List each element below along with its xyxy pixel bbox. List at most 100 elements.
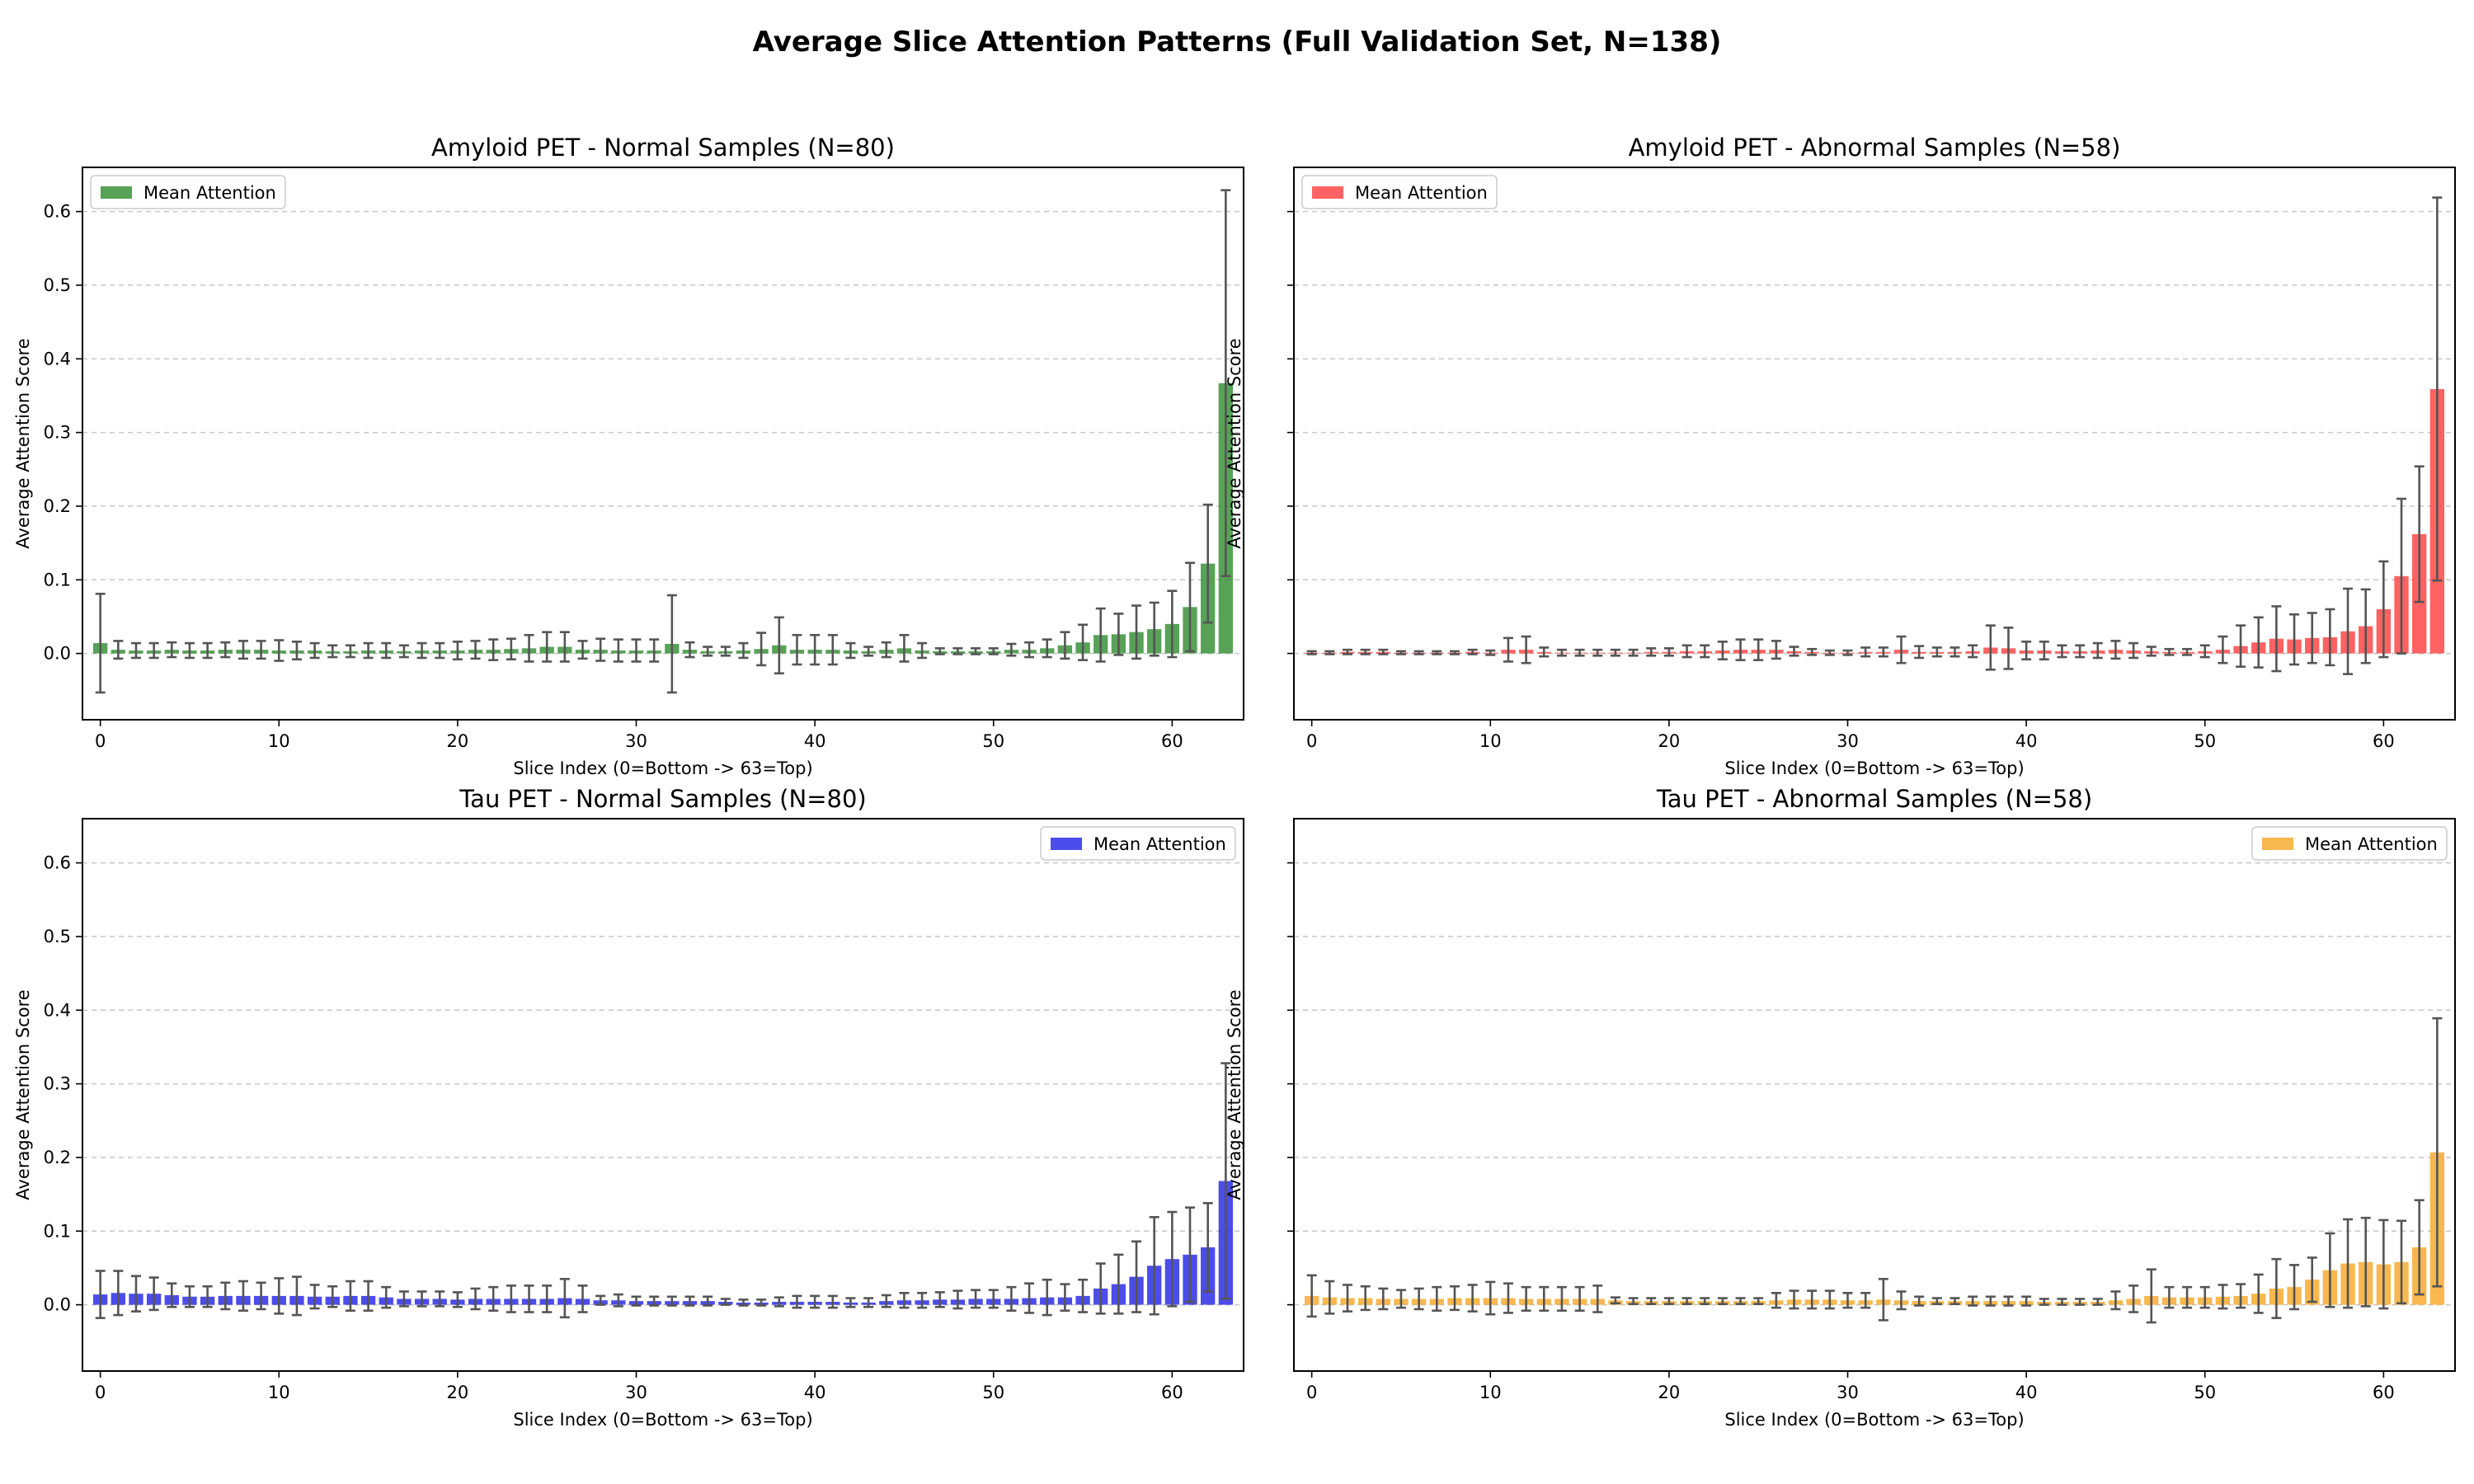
error-bar (756, 1298, 767, 1307)
x-tick-label: 30 (1837, 731, 1859, 751)
error-bar (1950, 646, 1960, 658)
x-tick-label: 40 (2015, 1383, 2038, 1402)
error-bar (738, 1298, 749, 1307)
y-tick-label: 0.2 (44, 1148, 71, 1167)
error-bar (774, 1296, 784, 1308)
x-tick-label: 0 (95, 1383, 106, 1402)
x-tick-label: 20 (447, 1383, 469, 1402)
error-bar (2110, 640, 2121, 660)
error-bar (2307, 612, 2317, 665)
error-bar (2432, 1017, 2443, 1288)
error-bar (1985, 1295, 1996, 1307)
error-bar (1042, 638, 1052, 659)
error-bar (1646, 647, 1657, 657)
error-bar (1931, 1297, 1942, 1306)
error-bar (256, 640, 266, 660)
error-bar (2039, 641, 2049, 661)
error-bar (291, 641, 302, 661)
error-bar (1556, 648, 1567, 657)
x-tick-label: 60 (1161, 731, 1183, 751)
error-bar (1574, 648, 1585, 657)
error-bar (863, 1297, 874, 1308)
chart-panel-3: 0 10 20 30 40 50 60 Tau PET - Abnormal Samples … (1225, 785, 2456, 1430)
error-bar (1467, 1284, 1478, 1313)
x-tick-label: 30 (1837, 1383, 1859, 1402)
error-bar (363, 1280, 374, 1313)
error-bar (1592, 1284, 1603, 1313)
error-bar (1556, 1285, 1567, 1313)
x-tick-label: 60 (2373, 1383, 2395, 1402)
y-tick-label: 0.2 (44, 496, 71, 516)
error-bar (452, 1291, 463, 1308)
legend: Mean Attention (2251, 826, 2448, 861)
error-bar (1878, 646, 1888, 658)
x-axis-label: Slice Index (0=Bottom -> 63=Top) (1724, 758, 2024, 778)
error-bar (1360, 648, 1371, 655)
error-bar (666, 1295, 677, 1307)
error-bar (1185, 561, 1196, 653)
error-bar (1395, 1289, 1406, 1309)
error-bar (542, 1284, 553, 1313)
error-bar (1521, 635, 1531, 665)
error-bar (1095, 607, 1106, 663)
error-bar (577, 640, 588, 660)
error-bar (845, 641, 856, 660)
error-bar (2307, 1256, 2317, 1303)
error-bar (577, 1284, 588, 1313)
y-tick-label: 0.5 (44, 275, 71, 295)
x-tick-label: 10 (268, 1383, 290, 1402)
error-bar (2325, 608, 2335, 667)
error-bar (917, 1292, 928, 1309)
error-bar (2110, 1290, 2121, 1311)
error-bar (1167, 1210, 1178, 1308)
chart-panel-1: 0 10 20 30 40 50 60 Amyloid PET - Abnormal Samp… (1225, 134, 2456, 778)
error-bar (1717, 641, 1728, 661)
error-bar (756, 632, 767, 667)
error-bar (2289, 613, 2300, 666)
error-bar (881, 641, 891, 659)
x-tick-label: 10 (1479, 1383, 1502, 1402)
error-bar (631, 638, 642, 663)
error-bar (613, 638, 623, 663)
error-bar (2253, 616, 2264, 669)
error-bar (2092, 1298, 2103, 1306)
error-bar (1771, 640, 1781, 660)
error-bar (1324, 1280, 1335, 1315)
legend: Mean Attention (90, 175, 286, 209)
error-bar (202, 641, 213, 660)
error-bar (416, 641, 427, 660)
legend-swatch (2262, 838, 2293, 850)
error-bar (2325, 1232, 2335, 1308)
y-tick-label: 0.6 (44, 202, 71, 222)
error-bar (2164, 647, 2175, 656)
error-bar (2021, 641, 2032, 661)
error-bar (2236, 624, 2246, 668)
legend-label: Mean Attention (143, 183, 276, 203)
error-bar (1610, 1296, 1620, 1305)
error-bar (1700, 644, 1710, 659)
x-tick-label: 50 (982, 731, 1004, 751)
error-bar (952, 647, 963, 655)
legend: Mean Attention (1040, 826, 1236, 861)
error-bar (1167, 589, 1178, 659)
error-bar (1378, 648, 1389, 655)
error-bar (595, 1294, 606, 1306)
error-bar (1342, 1284, 1352, 1313)
error-bar (542, 631, 553, 663)
error-bar (810, 633, 821, 666)
error-bar (113, 640, 124, 660)
error-bar (1968, 644, 1978, 659)
legend-label: Mean Attention (1355, 183, 1488, 203)
error-bar (2075, 644, 2086, 659)
y-axis-label: Average Attention Score (13, 338, 33, 548)
error-bar (1842, 1292, 1853, 1309)
error-bar (488, 1285, 499, 1313)
error-bar (2396, 1219, 2407, 1305)
error-bar (524, 1284, 534, 1313)
error-bar (1324, 650, 1335, 655)
error-bar (2128, 1284, 2139, 1313)
error-bar (917, 641, 928, 660)
error-bar (988, 1289, 999, 1309)
error-bar (2075, 1298, 2086, 1306)
error-bar (1060, 631, 1070, 660)
